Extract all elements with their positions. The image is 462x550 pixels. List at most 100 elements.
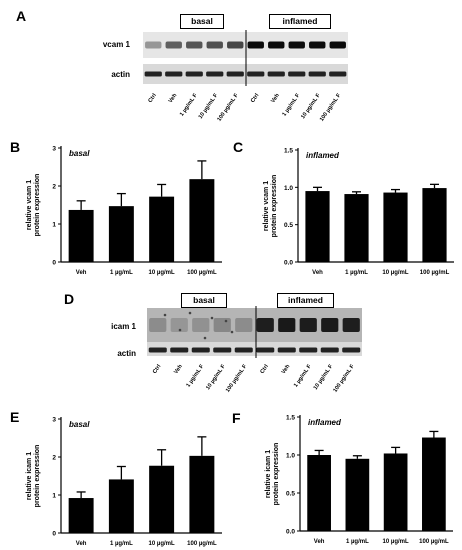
blot-a-actin-band xyxy=(288,71,306,77)
chart-f-bar xyxy=(383,453,408,531)
blot-d-lane-label: 100 µg/mL F xyxy=(332,363,356,393)
blot-a-lane-label: Veh xyxy=(168,92,179,104)
blot-d-lane-label: 1 µg/mL F xyxy=(185,363,205,388)
panel-letter-b: B xyxy=(10,139,21,155)
chart-e-y-tick-label: 1 xyxy=(52,493,56,500)
panel-letter-d: D xyxy=(64,291,75,307)
chart-c-y-tick-label: 0.5 xyxy=(284,222,293,229)
blot-d-target-band xyxy=(170,318,188,332)
chart-c: 0.0 0.5 1.0 1.5 relative vcam 1protein expre… xyxy=(263,148,454,276)
group-label-inflamed-a: inflamed xyxy=(269,14,331,29)
panel-letter-e: E xyxy=(10,409,20,425)
chart-b-y-tick-label: 1 xyxy=(52,222,56,229)
panel-letter-c: C xyxy=(233,139,244,155)
blot-d-actin-band xyxy=(299,347,318,353)
blot-d-actin-band xyxy=(277,347,296,353)
blot-a-target-band xyxy=(268,41,285,49)
blot-a-target-band xyxy=(145,41,162,49)
blot-a-lane-label: 1 µg/mL F xyxy=(281,92,301,117)
chart-b-category-label: 10 µg/mL xyxy=(149,270,175,276)
blot-a-target-band xyxy=(206,41,223,49)
blot-a-target-band xyxy=(227,41,244,49)
chart-b-y-tick-label: 0 xyxy=(52,260,56,267)
chart-f-y-tick-label: 0.0 xyxy=(286,529,295,536)
blot-a-target-band xyxy=(186,41,203,49)
blot-d-lane-label: Veh xyxy=(173,363,184,375)
blot-d-lane-label: Veh xyxy=(281,363,292,375)
blot-a-actin-band xyxy=(185,71,203,77)
blot-a-lane-label: Ctrl xyxy=(250,92,261,104)
chart-c-y-tick-label: 1.5 xyxy=(284,148,293,155)
blot-a-actin-band xyxy=(206,71,224,77)
chart-f: 0.0 0.5 1.0 1.5 relative icam 1protein expre… xyxy=(265,415,453,545)
chart-e-category-label: 1 µg/mL xyxy=(110,541,133,547)
chart-b-y-axis-label-line1: relative vcam 1 xyxy=(26,180,33,230)
chart-c-category-label: 1 µg/mL xyxy=(345,270,368,276)
blot-a-actin-band xyxy=(329,71,347,77)
blot-d-speckle xyxy=(230,330,234,334)
chart-c-y-axis-label-line2: protein expression xyxy=(271,175,278,238)
chart-b-category-label: 100 µg/mL xyxy=(187,270,217,276)
chart-b-y-tick-label: 2 xyxy=(52,184,56,191)
blot-d-actin-band xyxy=(170,347,189,353)
chart-e-bar xyxy=(189,455,215,533)
chart-b-y-tick-label: 3 xyxy=(52,146,56,153)
chart-e-bar xyxy=(108,479,134,533)
chart-b: 0 1 2 3 relative vcam 1protein expression bas… xyxy=(26,146,222,276)
blot-d-actin-band xyxy=(148,347,167,353)
chart-f-category-label: Veh xyxy=(314,539,325,545)
blot-a-target-band xyxy=(309,41,326,49)
chart-c-category-label: Veh xyxy=(312,270,323,276)
chart-c-y-tick-label: 0.0 xyxy=(284,260,293,267)
blot-label-actin-d: actin xyxy=(117,349,136,358)
blot-a-target-band xyxy=(329,41,346,49)
blot-d-target-band xyxy=(192,318,210,332)
blot-d-target-band xyxy=(299,318,317,332)
chart-e-y-axis-label: relative icam 1protein expression xyxy=(26,445,41,508)
blot-d-speckle xyxy=(163,313,167,317)
blot-d-speckle xyxy=(210,316,214,320)
chart-f-bar xyxy=(422,437,446,531)
chart-f-y-tick-label: 0.5 xyxy=(286,491,295,498)
blot-a-actin-band xyxy=(165,71,183,77)
blot-d-speckle xyxy=(203,336,207,340)
blot-d-target-band xyxy=(256,318,274,332)
chart-f-category-label: 10 µg/mL xyxy=(383,539,409,545)
chart-f-title: inflamed xyxy=(308,418,342,427)
chart-b-bar xyxy=(108,206,134,262)
chart-c-category-label: 10 µg/mL xyxy=(382,270,408,276)
blot-d-lane-label: Ctrl xyxy=(259,363,270,375)
chart-f-y-axis-label-line1: relative icam 1 xyxy=(265,450,272,498)
chart-f-category-label: 100 µg/mL xyxy=(419,539,449,545)
blot-a-actin-band xyxy=(144,71,162,77)
blot-a-actin-band xyxy=(267,71,285,77)
group-label-basal-a: basal xyxy=(180,14,224,29)
chart-f-category-label: 1 µg/mL xyxy=(346,539,369,545)
chart-f-y-tick-label: 1.0 xyxy=(286,453,295,460)
chart-e: 0 1 2 3 relative icam 1protein expression bas… xyxy=(26,417,222,547)
blot-d-lane-label: Ctrl xyxy=(152,363,163,375)
blot-d-target-band xyxy=(149,318,167,332)
blot-label-icam1: icam 1 xyxy=(111,322,136,331)
chart-b-bar xyxy=(189,179,215,262)
blot-d-lane-label: 100 µg/mL F xyxy=(225,363,249,393)
chart-b-bar xyxy=(149,196,175,262)
chart-e-y-tick-label: 2 xyxy=(52,455,56,462)
blot-d-actin-band xyxy=(256,347,275,353)
chart-b-bar xyxy=(68,209,94,262)
panel-letter-a: A xyxy=(16,8,27,24)
blot-d-target-band xyxy=(213,318,231,332)
blot-a-lane-label: 10 µg/mL F xyxy=(300,92,322,120)
chart-b-y-axis-label-line2: protein expression xyxy=(34,174,41,237)
blot-a-actin-band xyxy=(247,71,265,77)
blot-d-lane-label: 10 µg/mL F xyxy=(205,363,227,391)
blot-d-actin-band xyxy=(191,347,210,353)
chart-b-title: basal xyxy=(69,149,90,158)
chart-f-y-axis-label-line2: protein expression xyxy=(273,443,280,506)
blot-a-actin-band xyxy=(226,71,244,77)
chart-b-category-label: 1 µg/mL xyxy=(110,270,133,276)
chart-b-category-label: Veh xyxy=(76,270,87,276)
chart-f-bar xyxy=(345,458,370,531)
chart-c-bar xyxy=(305,191,330,262)
